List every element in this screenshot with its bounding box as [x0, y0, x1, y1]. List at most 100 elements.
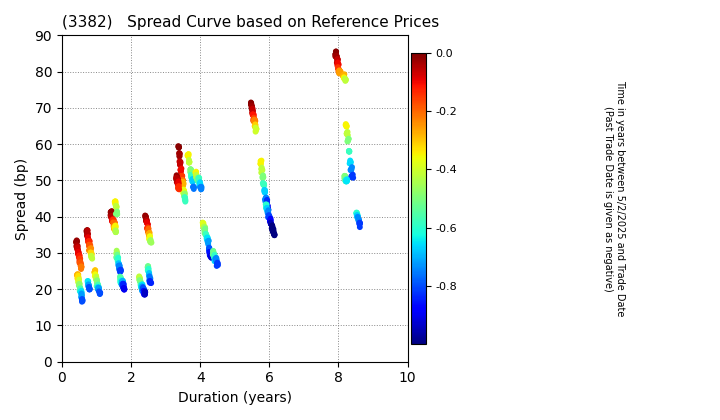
- Point: [82, 231, 94, 238]
- Point: [112, 256, 123, 262]
- Point: [209, 256, 220, 263]
- Point: [248, 117, 259, 124]
- Point: [114, 265, 125, 272]
- Point: [346, 173, 358, 180]
- Point: [265, 218, 276, 224]
- Point: [143, 268, 154, 274]
- Point: [109, 225, 120, 232]
- Point: [111, 247, 122, 254]
- Point: [263, 206, 274, 213]
- Point: [113, 261, 125, 268]
- Point: [192, 176, 204, 182]
- Point: [83, 236, 94, 243]
- Point: [262, 207, 274, 214]
- Point: [202, 238, 214, 245]
- Point: [261, 203, 272, 210]
- Point: [76, 294, 87, 301]
- Point: [110, 204, 122, 210]
- Point: [141, 219, 153, 226]
- Point: [105, 213, 117, 220]
- Point: [115, 268, 127, 274]
- Point: [342, 136, 354, 143]
- Point: [106, 212, 117, 218]
- Point: [340, 121, 351, 127]
- Point: [143, 271, 155, 278]
- Point: [77, 298, 89, 304]
- Point: [199, 227, 210, 234]
- Point: [187, 176, 199, 182]
- Point: [266, 223, 278, 230]
- X-axis label: Duration (years): Duration (years): [178, 391, 292, 405]
- Point: [94, 289, 105, 296]
- Point: [255, 160, 266, 167]
- Point: [138, 289, 150, 295]
- Point: [354, 224, 366, 231]
- Point: [71, 242, 83, 249]
- Point: [269, 231, 280, 237]
- Point: [192, 175, 203, 181]
- Point: [265, 220, 276, 227]
- Point: [198, 225, 210, 231]
- Point: [352, 213, 364, 220]
- Point: [143, 268, 154, 275]
- Point: [186, 178, 198, 185]
- Point: [174, 161, 186, 168]
- Point: [269, 232, 280, 239]
- Point: [256, 166, 267, 173]
- Point: [107, 217, 119, 223]
- Point: [198, 220, 210, 227]
- Point: [341, 129, 353, 136]
- Point: [330, 52, 342, 58]
- Point: [111, 250, 122, 257]
- Point: [249, 123, 261, 129]
- Point: [113, 262, 125, 268]
- Point: [193, 178, 204, 185]
- Point: [342, 138, 354, 145]
- Point: [112, 256, 123, 262]
- Point: [93, 283, 104, 290]
- Point: [246, 102, 257, 108]
- Point: [261, 197, 273, 203]
- Point: [261, 200, 272, 207]
- Point: [109, 226, 120, 232]
- Point: [144, 273, 156, 280]
- Point: [333, 67, 345, 74]
- Point: [341, 178, 352, 184]
- Point: [250, 118, 261, 124]
- Point: [333, 69, 345, 76]
- Point: [75, 286, 86, 293]
- Point: [82, 227, 94, 234]
- Point: [332, 56, 343, 63]
- Point: [93, 284, 104, 291]
- Point: [330, 52, 342, 59]
- Point: [338, 73, 349, 79]
- Point: [354, 217, 365, 223]
- Point: [107, 213, 118, 220]
- Point: [352, 211, 364, 218]
- Point: [179, 191, 190, 198]
- Point: [338, 75, 350, 82]
- Point: [255, 158, 266, 165]
- Point: [113, 261, 125, 268]
- Point: [82, 279, 94, 286]
- Point: [193, 175, 204, 182]
- Point: [83, 239, 94, 245]
- Point: [248, 111, 259, 118]
- Point: [138, 291, 150, 298]
- Point: [94, 291, 106, 297]
- Point: [268, 230, 279, 237]
- Point: [258, 181, 270, 188]
- Point: [86, 254, 97, 260]
- Point: [140, 218, 152, 224]
- Point: [76, 292, 88, 299]
- Point: [182, 151, 194, 158]
- Point: [175, 168, 186, 175]
- Point: [194, 182, 205, 189]
- Point: [195, 186, 207, 193]
- Point: [210, 255, 222, 261]
- Point: [334, 70, 346, 76]
- Point: [194, 182, 205, 189]
- Point: [73, 276, 85, 283]
- Point: [333, 65, 344, 71]
- Point: [248, 113, 259, 119]
